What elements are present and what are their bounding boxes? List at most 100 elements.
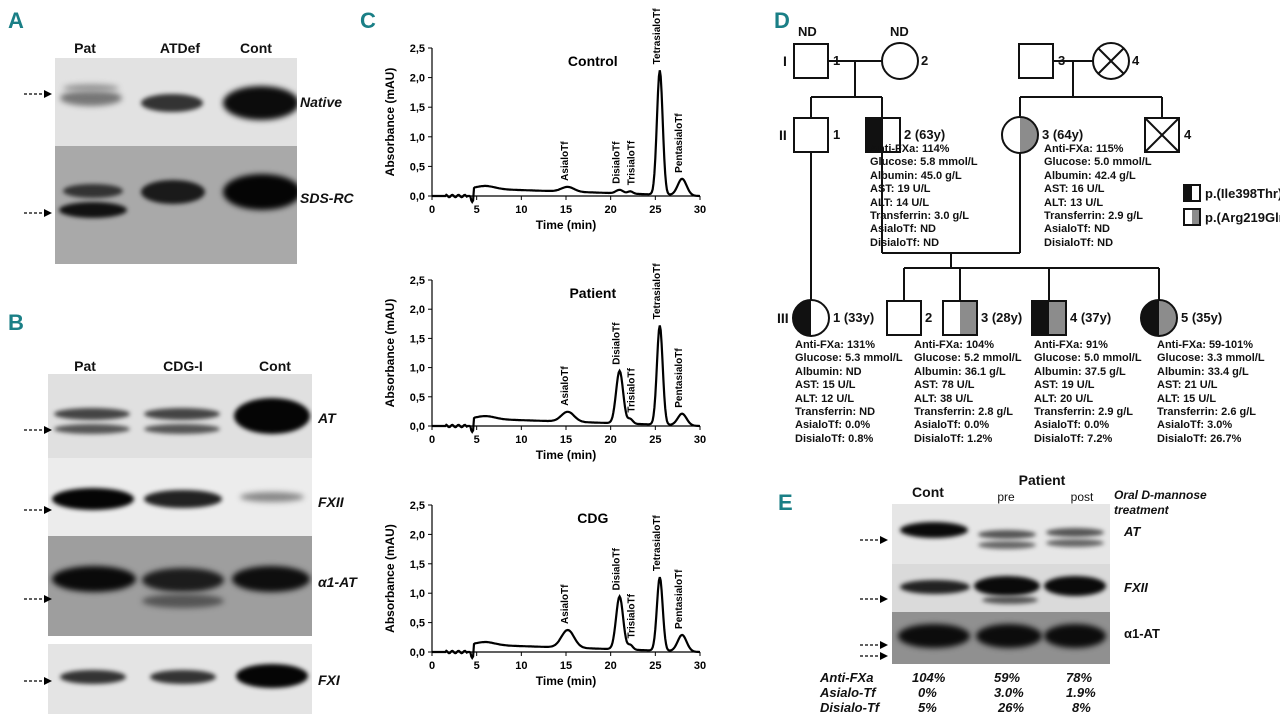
ii2-line-1: Glucose: 5.8 mmol/L [870, 156, 978, 169]
panel-a-lane-cont: Cont [240, 40, 272, 56]
iii1-line-7: DisialoTf: 0.8% [795, 432, 874, 445]
chart-0-xlabel: Time (min) [536, 218, 596, 232]
blot-sds-rc [55, 146, 297, 264]
pedigree-i3 [1018, 43, 1054, 79]
chart-1-peak-label-4: PentasialoTf [674, 348, 685, 408]
band-native: Native [300, 94, 343, 110]
iii5-label: 5 (35y) [1181, 310, 1223, 325]
chart-0-ytick-label-1: 0,5 [410, 161, 425, 173]
chart-2-xtick-label-1: 5 [474, 660, 480, 672]
band-at: AT [318, 410, 336, 426]
ii3-line-7: DisialoTf: ND [1044, 236, 1114, 249]
ii4-label: 4 [1184, 127, 1192, 142]
arrow-fxii-icon [24, 506, 52, 514]
chart-2-peak-label-2: TrisialoTf [626, 593, 637, 638]
panel-b-lane-cdg: CDG-I [163, 358, 203, 374]
legend-ile398thr-icon [1183, 184, 1201, 202]
chart-1-ytick-label-3: 1,5 [410, 333, 425, 345]
e-row-disialo-label: Disialo-Tf [820, 700, 880, 715]
arrow-fxi-icon [24, 677, 52, 685]
ii1-label: 1 [833, 127, 841, 142]
chart-2-xtick-label-6: 30 [694, 660, 706, 672]
iii1-label: 1 (33y) [833, 310, 875, 325]
generation-iii: III [777, 310, 789, 326]
pedigree-iii4 [1031, 300, 1067, 336]
panel-c-letter: C [360, 8, 376, 33]
e-row-antifxa-post: 78% [1066, 670, 1093, 685]
iii4-label: 4 (37y) [1070, 310, 1112, 325]
chart-1-peak-label-3: TetrasialoTf [652, 263, 663, 320]
chart-0-title: Control [568, 53, 618, 69]
iii2-lab-values: Anti-FXa: 104% Glucose: 5.2 mmol/L Albumin… [914, 339, 1022, 446]
iii4-line-6: AsialoTf: 0.0% [1034, 419, 1110, 432]
iii4-line-4: ALT: 20 U/L [1034, 392, 1094, 405]
iii1-line-6: AsialoTf: 0.0% [795, 419, 871, 432]
iii4-line-0: Anti-FXa: 91% [1034, 339, 1108, 351]
chart-1-ytick-label-0: 0,0 [410, 421, 425, 433]
arrow-at-icon [24, 426, 52, 434]
chart-0-xtick-label-0: 0 [429, 204, 435, 216]
chart-0-ytick-label-2: 1,0 [410, 132, 425, 144]
arrow-sds-rc-icon [24, 209, 52, 217]
pedigree-iii5 [1140, 299, 1178, 337]
iii1-line-0: Anti-FXa: 131% [795, 339, 876, 351]
chart-1-trace [432, 325, 700, 434]
chart-1-ytick-label-5: 2,5 [410, 275, 425, 287]
ii3-line-5: Transferrin: 2.9 g/L [1044, 210, 1144, 223]
chart-2-xlabel: Time (min) [536, 674, 596, 688]
chart-1-xtick-label-1: 5 [474, 434, 480, 446]
arrow-e-at-icon [860, 536, 888, 544]
e-row-asialo-post: 1.9% [1066, 685, 1096, 700]
iii2-line-7: DisialoTf: 1.2% [914, 432, 993, 445]
chart-1-peak-label-0: AsialoTf [560, 366, 571, 406]
chart-0-ytick-label-0: 0,0 [410, 191, 425, 203]
iii4-lab-values: Anti-FXa: 91% Glucose: 5.0 mmol/L Albumin:… [1034, 339, 1142, 446]
chart-2-title: CDG [577, 510, 608, 526]
ii3-line-3: AST: 16 U/L [1044, 183, 1105, 196]
e-row-asialo-label: Asialo-Tf [820, 685, 876, 700]
ii2-lab-values: Anti-FXa: 114% Glucose: 5.8 mmol/L Albumin… [870, 143, 978, 250]
arrow-e-a1at-lower-icon [860, 652, 888, 660]
ii2-line-3: AST: 19 U/L [870, 183, 931, 196]
band-sds-rc: SDS-RC [300, 190, 354, 206]
iii2-label: 2 [925, 310, 933, 325]
chart-1-xtick-label-5: 25 [649, 434, 661, 446]
iii4-line-1: Glucose: 5.0 mmol/L [1034, 352, 1142, 365]
e-row-antifxa-label: Anti-FXa [820, 670, 874, 685]
chart-2-ytick-label-5: 2,5 [410, 500, 425, 512]
chart-1-xtick-label-0: 0 [429, 434, 435, 446]
panel-a-lane-atdef: ATDef [159, 40, 201, 56]
panel-e-pre: pre [997, 490, 1015, 504]
chart-2-ytick-label-4: 2,0 [410, 529, 425, 541]
chart-0-ytick-label-4: 2,0 [410, 73, 425, 85]
band-e-at: AT [1124, 524, 1141, 539]
chart-1-xtick-label-3: 15 [560, 434, 572, 446]
iii2-line-0: Anti-FXa: 104% [914, 339, 995, 351]
chart-2-xtick-label-3: 15 [560, 660, 572, 672]
blot-e-at [892, 504, 1110, 564]
chart-2-peak-label-4: PentasialoTf [674, 569, 685, 629]
blot-fxi [48, 644, 312, 714]
blot-fxii [48, 458, 312, 536]
iii1-line-1: Glucose: 5.3 mmol/L [795, 352, 903, 365]
ii3-line-4: ALT: 13 U/L [1044, 196, 1104, 209]
panel-a-lane-pat: Pat [74, 40, 96, 56]
blot-e-a1at [892, 612, 1110, 664]
chart-2-trace [432, 576, 700, 661]
iii1-line-2: Albumin: ND [795, 365, 862, 378]
chart-0-peak-label-4: PentasialoTf [674, 113, 685, 173]
chart-0-peak-label-0: AsialoTf [560, 141, 571, 181]
panel-b-letter: B [8, 310, 24, 335]
chart-0-xtick-label-6: 30 [694, 204, 706, 216]
iii5-line-2: Albumin: 33.4 g/L [1157, 365, 1249, 378]
iii1-line-3: AST: 15 U/L [795, 379, 856, 392]
iii3-label: 3 (28y) [981, 310, 1023, 325]
chart-1-peak-label-2: TrisialoTf [626, 367, 637, 412]
chart-0-ylabel: Absorbance (mAU) [383, 68, 397, 177]
chart-0-xtick-label-4: 20 [605, 204, 617, 216]
iii2-line-4: ALT: 38 U/L [914, 392, 974, 405]
chart-1-peak-label-1: DisialoTf [612, 322, 623, 365]
iii5-line-3: AST: 21 U/L [1157, 379, 1218, 392]
ii3-label: 3 (64y) [1042, 127, 1084, 142]
